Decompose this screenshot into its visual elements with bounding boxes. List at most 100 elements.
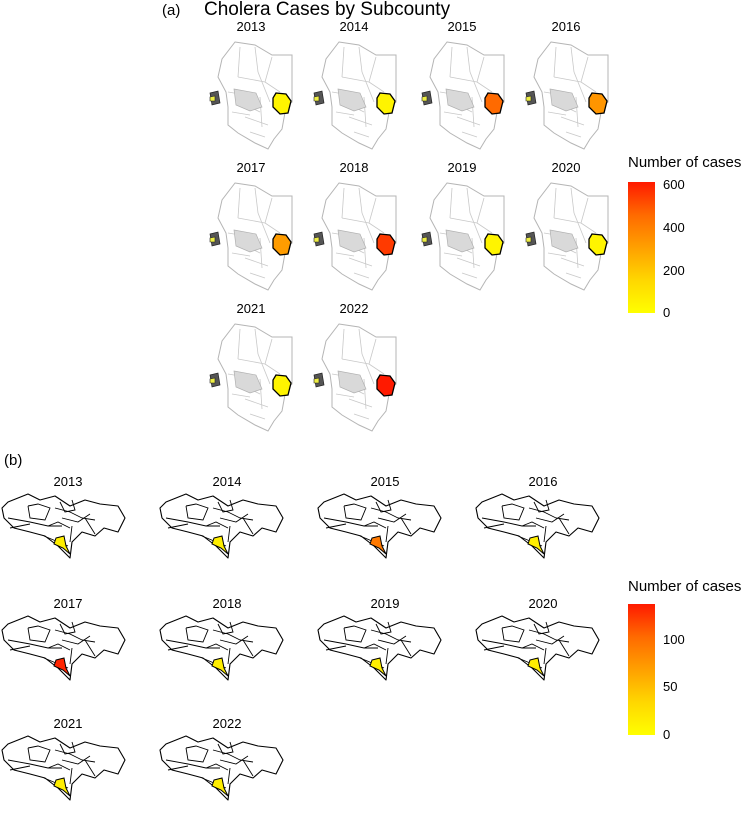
map-b-2018 [159, 615, 284, 681]
subcounty-boundary [528, 629, 570, 643]
subcounty-boundary [368, 81, 385, 93]
subcounty-boundary [483, 645, 505, 651]
map-b-2016 [475, 493, 600, 559]
subcounty-boundary [348, 398, 373, 408]
subcounty-boundary [449, 217, 478, 224]
subcounty-boundary [185, 503, 209, 521]
subcounty-boundary [205, 521, 229, 529]
subcounty-boundary [242, 517, 254, 535]
county-outline [317, 493, 442, 559]
subcounty-boundary [553, 76, 582, 83]
figure-title: Cholera Cases by Subcounty [204, 0, 451, 20]
subcounty-boundary [375, 499, 392, 513]
subcounty-boundary [259, 378, 263, 410]
subcounty-boundary [553, 46, 557, 78]
subcounty-boundary [375, 621, 392, 635]
subcounty-boundary [27, 745, 51, 763]
map-a-2021 [209, 323, 293, 432]
subcounty-boundary [363, 643, 387, 651]
subcounty-boundary [9, 645, 31, 651]
subcounty-boundary [341, 76, 370, 83]
subcounty-boundary [476, 56, 485, 83]
western-case-subcounty [313, 236, 320, 243]
eastern-case-subcounty [588, 92, 608, 115]
subcounty-boundary [361, 353, 375, 385]
map-a-2015 [421, 41, 505, 150]
subcounty-boundary [325, 523, 347, 529]
subcounty-boundary [348, 257, 373, 267]
subcounty-boundary [219, 513, 249, 523]
subcounty-boundary [547, 111, 567, 116]
subcounty-boundary [244, 257, 269, 267]
panel-b-label: (b) [4, 452, 23, 469]
subcounty-boundary [353, 413, 370, 420]
subcounty-boundary [244, 398, 269, 408]
subcounty-boundary [368, 197, 377, 224]
subcounty-boundary [165, 759, 220, 769]
subcounty-boundary [47, 521, 71, 529]
subcounty-boundary [7, 759, 62, 769]
subcounty-boundary [59, 741, 76, 755]
subcounty-boundary [259, 237, 263, 269]
subcounty-boundary [476, 81, 493, 93]
map-b-2019 [317, 615, 442, 681]
subcounty-boundary [237, 76, 266, 83]
subcounty-boundary [368, 338, 377, 365]
map-a-year-2018: 2018 [339, 160, 369, 175]
subcounty-boundary [167, 765, 189, 771]
subcounty-boundary [543, 525, 547, 543]
subcounty-boundary [257, 71, 271, 103]
subcounty-boundary [521, 521, 545, 529]
subcounty-boundary [237, 46, 241, 78]
map-a-year-2021: 2021 [236, 301, 266, 316]
subcounty-boundary [449, 46, 453, 78]
county-outline [475, 615, 600, 681]
subcounty-boundary [456, 116, 481, 126]
central-subcounties [445, 229, 475, 253]
subcounty-boundary [400, 639, 412, 657]
eastern-case-subcounty [376, 374, 396, 397]
map-b-year-2022: 2022 [212, 716, 242, 731]
county-outline [317, 615, 442, 681]
subcounty-boundary [469, 212, 483, 244]
map-b-year-2018: 2018 [212, 596, 242, 611]
subcounty-boundary [264, 56, 273, 83]
case-subcounty [53, 535, 71, 555]
subcounty-boundary [368, 363, 385, 375]
subcounty-boundary [361, 71, 375, 103]
subcounty-boundary [363, 521, 387, 529]
subcounty-boundary [580, 197, 589, 224]
subcounty-boundary [254, 46, 259, 73]
subcounty-boundary [443, 111, 463, 116]
subcounty-boundary [219, 635, 249, 645]
map-b-year-2015: 2015 [370, 474, 400, 489]
subcounty-boundary [254, 187, 259, 214]
subcounty-boundary [476, 197, 485, 224]
legend-a-tick-400: 400 [663, 220, 685, 235]
subcounty-boundary [59, 621, 76, 635]
subcounty-boundary [565, 272, 582, 279]
subcounty-boundary [466, 46, 471, 73]
subcounty-boundary [483, 523, 505, 529]
subcounty-boundary [353, 272, 370, 279]
subcounty-boundary [570, 46, 575, 73]
subcounty-boundary [254, 328, 259, 355]
subcounty-boundary [165, 639, 220, 649]
subcounty-boundary [370, 507, 412, 521]
subcounty-boundary [54, 749, 96, 763]
map-b-year-2014: 2014 [212, 474, 242, 489]
subcounty-boundary [449, 187, 453, 219]
subcounty-boundary [363, 96, 367, 128]
case-subcounty [527, 657, 545, 677]
subcounty-boundary [69, 767, 73, 785]
map-b-2015 [317, 493, 442, 559]
subcounty-boundary [244, 116, 269, 126]
map-a-2020 [525, 182, 609, 291]
subcounty-boundary [580, 81, 597, 93]
western-case-subcounty [313, 95, 320, 102]
subcounty-boundary [61, 635, 91, 645]
subcounty-boundary [219, 755, 249, 765]
subcounty-boundary [264, 363, 281, 375]
subcounty-boundary [553, 187, 557, 219]
subcounty-boundary [528, 507, 570, 521]
